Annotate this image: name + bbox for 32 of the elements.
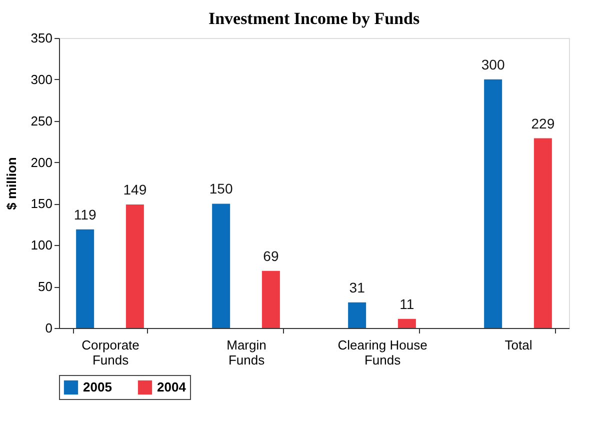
bar <box>534 138 552 328</box>
x-tick-label: Total <box>504 338 532 352</box>
data-label: 300 <box>481 56 505 72</box>
y-tick-label: 0 <box>45 320 52 336</box>
bar <box>484 79 502 328</box>
bar <box>398 318 416 328</box>
y-tick-label: 300 <box>30 72 52 87</box>
data-label: 119 <box>74 206 96 222</box>
data-label: 229 <box>531 115 555 132</box>
y-tick-label: 200 <box>30 154 52 170</box>
y-tick-label: 100 <box>30 238 52 253</box>
x-tick-label: Corporate Funds <box>82 338 140 368</box>
data-label: 149 <box>123 182 147 198</box>
x-tick-label: Margin Funds <box>226 338 266 368</box>
bar <box>262 270 280 328</box>
y-tick-label: 150 <box>30 196 52 212</box>
bar <box>212 204 230 328</box>
y-tick-label: 350 <box>30 30 52 46</box>
bar <box>348 302 366 328</box>
y-axis-title: $ million <box>4 157 19 210</box>
legend-label: 2004 <box>157 379 187 394</box>
data-label: 150 <box>209 180 233 197</box>
y-tick-label: 50 <box>38 279 52 294</box>
data-label: 69 <box>263 248 279 264</box>
y-tick-label: 250 <box>30 113 52 128</box>
chart-title: Investment Income by Funds <box>208 9 420 28</box>
x-tick-label: Clearing House Funds <box>338 338 428 368</box>
bar <box>126 204 144 328</box>
data-label: 31 <box>349 279 366 296</box>
data-label: 11 <box>400 296 414 312</box>
legend-label: 2005 <box>83 379 112 394</box>
bar <box>76 229 94 328</box>
